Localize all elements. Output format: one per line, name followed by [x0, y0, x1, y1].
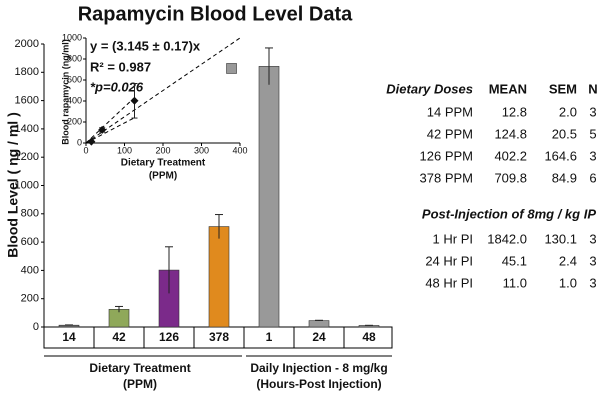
x-tick-label: 42	[112, 330, 126, 344]
row-label: 42 PPM	[427, 126, 473, 141]
table-cell: 12.8	[502, 104, 527, 119]
table-cell: 6	[589, 170, 596, 185]
table-cell: 2.0	[559, 104, 577, 119]
inset-x-subtitle: (PPM)	[149, 171, 177, 182]
inset-x-tick-label: 0	[83, 145, 88, 155]
inset-y-tick-label: 200	[67, 116, 82, 126]
inset-y-tick-label: 0	[77, 137, 82, 147]
column-header: N	[588, 81, 597, 96]
inset-x-title: Dietary Treatment	[121, 158, 206, 169]
table-cell: 124.8	[494, 126, 527, 141]
y-tick-label: 1000	[15, 179, 39, 191]
table-cell: 1.0	[559, 275, 577, 290]
x-tick-label: 126	[159, 330, 179, 344]
chart-title: Rapamycin Blood Level Data	[78, 3, 353, 25]
y-tick-label: 1200	[15, 151, 39, 163]
row-label: 48 Hr PI	[425, 275, 473, 290]
x-tick-label: 1	[266, 330, 273, 344]
row-label: 14 PPM	[427, 104, 473, 119]
x-tick-label: 378	[209, 330, 229, 344]
y-tick-label: 1400	[15, 123, 39, 135]
group-sublabel: (PPM)	[123, 377, 157, 391]
group-sublabel: (Hours-Post Injection)	[256, 377, 381, 391]
bar	[308, 320, 330, 328]
y-tick-label: 1800	[15, 66, 39, 78]
inset-y-tick-label: 600	[67, 74, 82, 84]
annotation: *p=0.026	[90, 79, 144, 94]
ci-line	[85, 97, 135, 144]
inset-y-tick-label: 800	[67, 53, 82, 63]
x-tick-label: 14	[62, 330, 76, 344]
inset-x-tick-label: 400	[232, 145, 247, 155]
table-cell: 2.4	[559, 253, 577, 268]
table-cell: 45.1	[502, 253, 527, 268]
table-cell: 3	[589, 104, 596, 119]
table-cell: 3	[589, 231, 596, 246]
column-header: SEM	[549, 81, 577, 96]
table-cell: 3	[589, 253, 596, 268]
y-tick-label: 800	[21, 208, 39, 220]
row-label: 1 Hr PI	[433, 231, 473, 246]
bar	[208, 226, 230, 328]
table-section-title: Post-Injection of 8mg / kg IP	[422, 206, 596, 221]
inset-x-tick-label: 300	[194, 145, 209, 155]
y-tick-label: 1600	[15, 95, 39, 107]
x-tick-label: 24	[312, 330, 326, 344]
table-cell: 84.9	[552, 170, 577, 185]
y-tick-label: 2000	[15, 38, 39, 50]
table-cell: 3	[589, 275, 596, 290]
annotation: R² = 0.987	[90, 59, 151, 74]
annotation: y = (3.145 ± 0.17)x	[90, 38, 201, 53]
table-cell: 402.2	[494, 148, 527, 163]
group-label: Daily Injection - 8 mg/kg	[250, 361, 387, 375]
table-cell: 5	[589, 126, 596, 141]
group-label: Dietary Treatment	[89, 361, 190, 375]
y-tick-label: 400	[21, 264, 39, 276]
table-cell: 11.0	[503, 275, 527, 290]
outlier-point	[226, 63, 237, 74]
column-header: MEAN	[489, 81, 527, 96]
inset-background	[60, 32, 250, 180]
y-tick-label: 600	[21, 236, 39, 248]
table-section-title: Dietary Doses	[386, 81, 473, 96]
ci-line	[85, 117, 135, 144]
table-cell: 1842.0	[487, 231, 527, 246]
point	[98, 125, 107, 134]
table-cell: 709.8	[494, 170, 527, 185]
inset-y-tick-label: 1000	[62, 32, 82, 42]
point	[130, 96, 139, 105]
y-tick-label: 200	[21, 293, 39, 305]
row-label: 24 Hr PI	[425, 253, 473, 268]
inset-y-title: Blood rapamycin (ng/ml)	[60, 39, 70, 145]
bar	[258, 66, 280, 328]
y-tick-label: 0	[33, 321, 39, 333]
y-axis-title: Blood Level ( ng / ml )	[5, 112, 21, 257]
point	[87, 137, 96, 146]
fit-line	[85, 37, 241, 144]
table-cell: 130.1	[544, 231, 577, 246]
row-label: 126 PPM	[420, 148, 473, 163]
inset-y-tick-label: 400	[67, 95, 82, 105]
table-cell: 3	[589, 148, 596, 163]
table-cell: 164.6	[544, 148, 577, 163]
x-tick-label: 48	[362, 330, 376, 344]
row-label: 378 PPM	[420, 170, 473, 185]
table-cell: 20.5	[552, 126, 577, 141]
inset-x-tick-label: 200	[155, 145, 170, 155]
inset-x-tick-label: 100	[117, 145, 132, 155]
